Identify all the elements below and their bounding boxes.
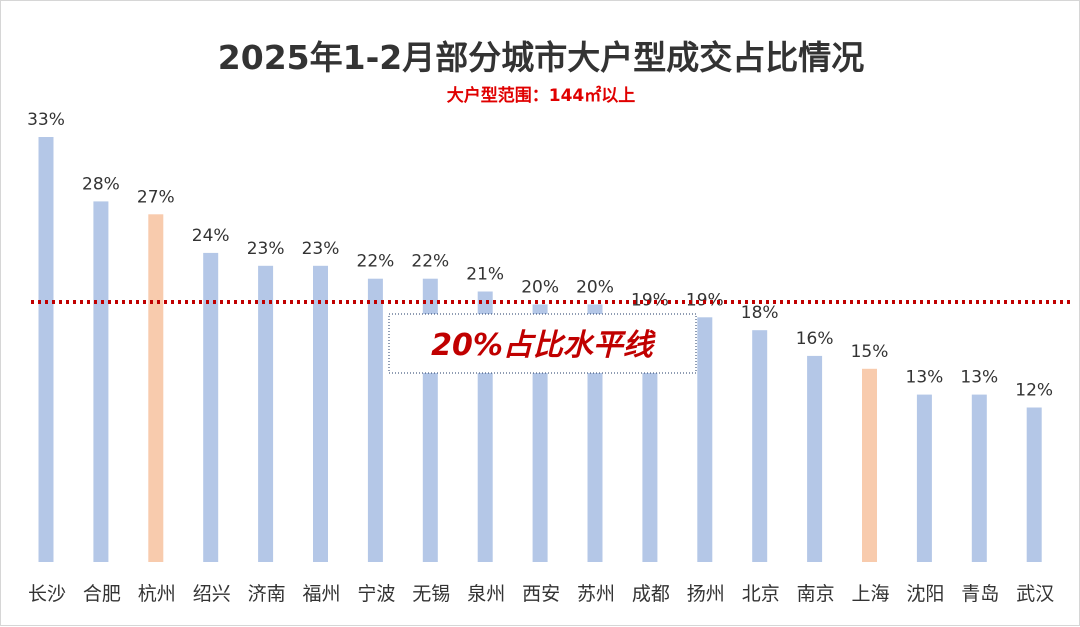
bar-0	[38, 137, 54, 562]
category-label-8: 泉州	[467, 583, 505, 605]
data-label-16: 13%	[906, 368, 944, 388]
data-label-18: 12%	[1015, 381, 1053, 401]
chart-title: 2025年1-2月部分城市大户型成交占比情况	[218, 38, 864, 77]
reference-label-box	[388, 313, 697, 374]
bar-4	[258, 265, 274, 562]
data-label-13: 18%	[741, 303, 779, 323]
category-label-17: 青岛	[961, 583, 999, 605]
category-label-11: 成都	[632, 583, 670, 605]
category-label-3: 绍兴	[193, 583, 231, 605]
bar-5	[313, 265, 328, 562]
data-labels-group: 33%28%27%24%23%23%22%22%21%20%20%19%19%1…	[27, 110, 1053, 401]
category-label-15: 上海	[851, 583, 889, 605]
category-label-6: 宁波	[357, 583, 395, 605]
category-label-7: 无锡	[412, 583, 450, 605]
category-label-2: 杭州	[138, 583, 176, 605]
data-label-7: 22%	[411, 252, 449, 272]
category-label-16: 沈阳	[906, 583, 944, 605]
bar-16	[916, 394, 932, 562]
bar-14	[807, 355, 823, 562]
data-label-1: 28%	[82, 174, 120, 194]
bar-6	[367, 278, 383, 562]
chart-subtitle: 大户型范围：144㎡以上	[447, 85, 636, 106]
bar-2	[148, 214, 164, 563]
category-label-9: 西安	[522, 583, 560, 605]
data-label-4: 23%	[247, 239, 285, 259]
bar-13	[752, 330, 768, 562]
bar-17	[971, 394, 987, 562]
category-label-13: 北京	[742, 583, 780, 605]
category-label-0: 长沙	[28, 583, 66, 605]
category-label-1: 合肥	[83, 583, 121, 605]
category-label-5: 福州	[302, 583, 340, 605]
bar-1	[93, 201, 109, 562]
category-label-14: 南京	[797, 583, 835, 605]
category-labels-group: 长沙 合肥 杭州 绍兴 济南 福州 宁波 无锡 泉州 西安 苏州 成都 扬州 北京 南京 上海 沈阳 青岛 武汉	[28, 583, 1054, 605]
data-label-9: 20%	[521, 277, 559, 297]
data-label-2: 27%	[137, 187, 175, 207]
data-label-10: 20%	[576, 277, 614, 297]
bar-3	[203, 252, 219, 562]
data-label-0: 33%	[27, 110, 65, 130]
data-label-6: 22%	[357, 252, 395, 272]
data-label-14: 16%	[796, 329, 834, 349]
bar-11	[642, 317, 658, 562]
data-label-17: 13%	[960, 368, 998, 388]
data-label-3: 24%	[192, 226, 230, 246]
data-label-15: 15%	[851, 342, 889, 362]
category-label-10: 苏州	[577, 583, 615, 605]
data-label-8: 21%	[466, 265, 504, 285]
bar-18	[1026, 407, 1042, 562]
bar-12	[697, 317, 713, 562]
bar-15	[862, 368, 877, 562]
category-label-18: 武汉	[1016, 583, 1054, 605]
data-label-5: 23%	[302, 239, 340, 259]
category-label-4: 济南	[248, 583, 286, 605]
reference-line-label: 20%占比水平线	[431, 328, 657, 363]
category-label-12: 扬州	[687, 583, 725, 605]
